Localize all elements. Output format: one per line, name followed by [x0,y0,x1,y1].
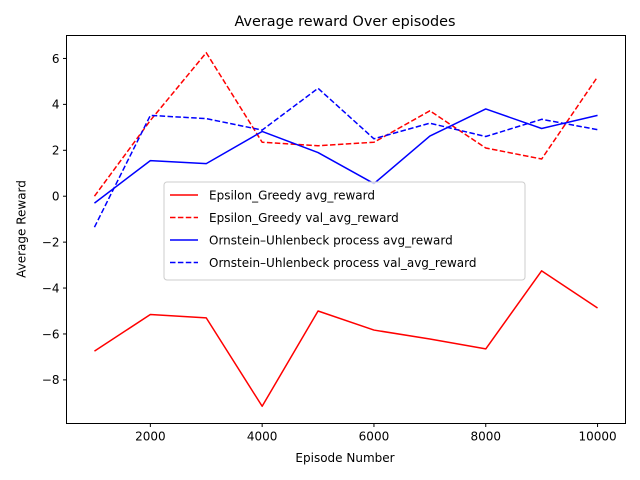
x-tick-label: 10000 [578,430,616,444]
axis-ticks: 2000 4000 6000 8000 10000 −8 −6 −4 −2 0 2 4 6 [42,52,617,444]
x-tick-label: 6000 [359,430,390,444]
plot-lines [93,51,599,408]
y-tick-label: 2 [52,144,60,158]
x-tick-label: 4000 [247,430,278,444]
y-tick-label: 4 [52,98,60,112]
x-tick-label: 8000 [470,430,501,444]
y-tick-label: −2 [42,235,60,249]
legend-box [163,181,526,281]
series-line-2 [93,51,599,197]
legend: Epsilon_Greedy avg_reward Epsilon_Greedy … [163,181,526,281]
y-tick-label: −4 [42,281,60,295]
chart-title: Average reward Over episodes [234,14,455,30]
legend-label-2: Epsilon_Greedy val_avg_reward [209,211,399,225]
series-line-3 [93,108,598,204]
legend-label-4: Ornstein–Uhlenbeck process val_avg_rewar… [209,256,476,270]
plot-frame [66,35,626,424]
y-axis-label: Average Reward [15,180,29,278]
legend-label-3: Ornstein–Uhlenbeck process avg_reward [209,233,453,247]
series-line-4 [93,87,598,228]
legend-label-1: Epsilon_Greedy avg_reward [209,188,375,202]
x-tick-label: 2000 [135,430,166,444]
y-tick-label: −8 [42,373,60,387]
x-axis-label: Episode Number [295,451,394,465]
y-tick-label: 6 [52,52,60,66]
y-tick-label: 0 [52,190,60,204]
y-tick-label: −6 [42,327,60,341]
series-line-1 [94,270,598,408]
